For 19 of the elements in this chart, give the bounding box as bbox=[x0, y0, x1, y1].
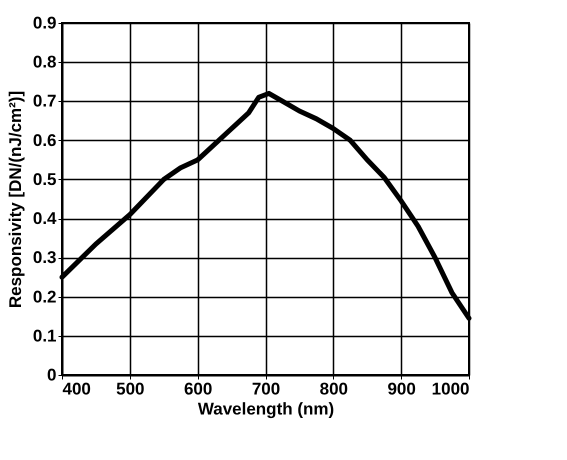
y-tick-label: 0.5 bbox=[32, 170, 56, 189]
x-tick-label: 1000 bbox=[432, 380, 470, 398]
x-axis-title: Wavelength (nm) bbox=[198, 400, 334, 418]
x-tick-label: 600 bbox=[184, 380, 212, 398]
x-tick-label: 400 bbox=[62, 380, 91, 398]
y-axis-title: Responsivity [DN/(nJ/cm²)] bbox=[6, 90, 25, 308]
x-tick-label: 800 bbox=[320, 380, 348, 398]
y-tick-label: 0.7 bbox=[32, 92, 56, 111]
y-tick-label: 0.4 bbox=[32, 209, 58, 228]
y-tick-label: 0.2 bbox=[32, 287, 56, 306]
y-tick-label: 0.8 bbox=[32, 52, 56, 72]
x-tick-label: 500 bbox=[116, 380, 145, 398]
y-tick-label: 0.1 bbox=[32, 326, 56, 346]
y-tick-label: 0.3 bbox=[32, 248, 56, 268]
y-tick-label: 0.6 bbox=[32, 130, 56, 150]
x-tick-label: 900 bbox=[387, 380, 416, 398]
x-tick-label: 700 bbox=[252, 380, 280, 398]
y-tick-label: 0 bbox=[47, 366, 56, 384]
y-tick-label: 0.9 bbox=[32, 14, 56, 32]
